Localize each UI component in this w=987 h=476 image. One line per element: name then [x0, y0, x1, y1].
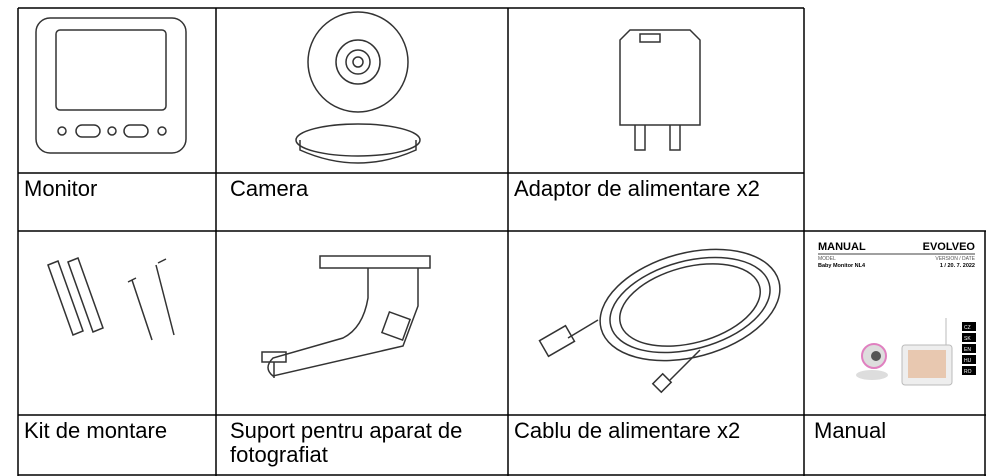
language-badge	[962, 322, 976, 331]
language: RO	[964, 369, 972, 375]
model-label: MODEL	[818, 256, 836, 262]
monitor-icon	[35, 17, 187, 154]
manual-cover: MANUAL EVOLVEO MODEL VERSION / DATE Baby…	[818, 241, 976, 386]
mount-icon	[261, 255, 431, 378]
item-label: Monitor	[24, 176, 98, 201]
language-badge	[962, 355, 976, 364]
model: Baby Monitor NL4	[818, 263, 866, 269]
item-label: Adaptor de alimentare x2	[514, 176, 760, 201]
language: HU	[964, 358, 972, 364]
language: CZ	[964, 325, 971, 331]
item-label: Manual	[814, 418, 887, 443]
language-badge	[962, 366, 976, 375]
manual-brand: EVOLVEO	[923, 241, 976, 253]
manual-title: MANUAL	[818, 241, 866, 253]
version-label: VERSION / DATE	[935, 256, 975, 262]
item-label: Suport pentru aparat de fotografiat	[230, 418, 463, 467]
camera-icon	[295, 11, 421, 164]
language: EN	[964, 347, 971, 353]
adaptor-icon	[619, 29, 701, 151]
version: 1 / 20. 7. 2022	[940, 263, 975, 269]
item-label: Cablu de alimentare x2	[514, 418, 741, 443]
language-badge	[962, 344, 976, 353]
kit-icon	[47, 257, 175, 341]
table-borders	[17, 7, 986, 476]
item-label: Kit de montare	[24, 418, 168, 443]
item-label: Camera	[230, 176, 309, 201]
language-badge	[962, 333, 976, 342]
cable-icon	[538, 248, 781, 394]
language: SK	[964, 336, 971, 342]
